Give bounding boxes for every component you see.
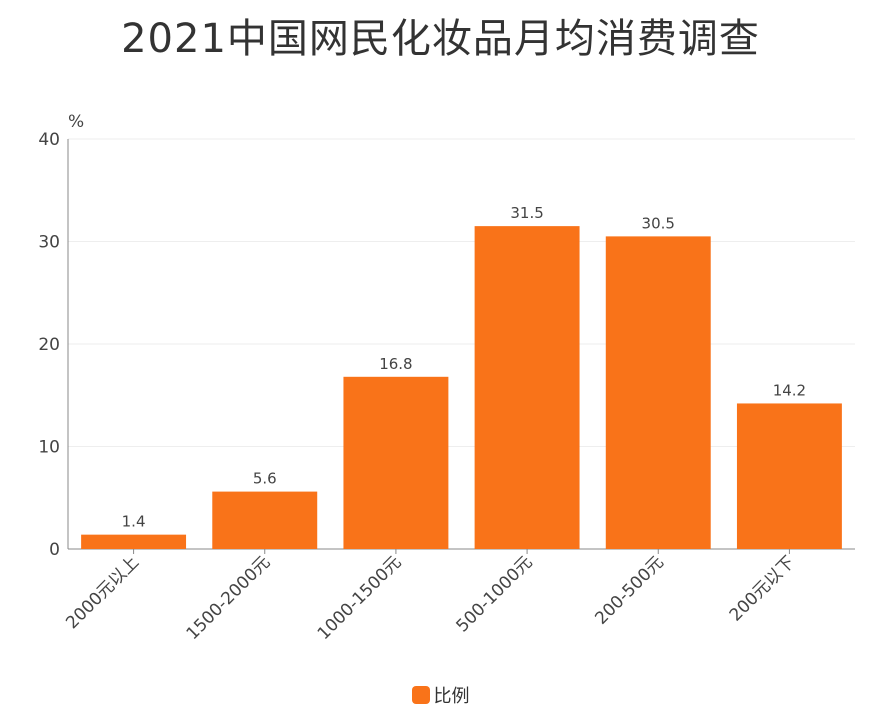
chart-title: 2021中国网民化妆品月均消费调查 <box>121 16 760 62</box>
data-label: 16.8 <box>379 355 412 373</box>
data-label: 14.2 <box>773 381 806 399</box>
grid-lines <box>68 138 855 447</box>
y-tick-label: 20 <box>38 335 60 355</box>
legend[interactable]: 比例 <box>0 682 881 708</box>
y-tick-label: 10 <box>38 438 60 458</box>
data-label: 1.4 <box>122 513 146 531</box>
x-tick-label: 200-500元 <box>591 552 667 628</box>
data-label: 5.6 <box>253 470 277 488</box>
legend-swatch[interactable] <box>411 686 430 704</box>
bar[interactable] <box>605 236 711 549</box>
y-tick-label: 40 <box>38 130 60 150</box>
bars <box>81 226 842 549</box>
bar[interactable] <box>474 226 580 549</box>
x-tick-label: 200元以下 <box>726 552 799 625</box>
bar[interactable] <box>212 491 318 549</box>
x-tick-label: 1000-1500元 <box>314 552 406 644</box>
y-tick-label: 0 <box>49 540 60 560</box>
legend-label[interactable]: 比例 <box>433 686 470 707</box>
x-tick-label: 2000元以上 <box>62 552 143 633</box>
x-tick-label: 500-1000元 <box>453 552 537 636</box>
bar[interactable] <box>736 403 842 549</box>
y-axis-unit: % <box>68 112 84 132</box>
data-label: 31.5 <box>510 204 543 222</box>
bar[interactable] <box>343 376 449 549</box>
bar[interactable] <box>81 534 187 549</box>
data-label: 30.5 <box>642 214 675 232</box>
y-tick-label: 30 <box>38 233 60 253</box>
axes <box>67 139 855 554</box>
x-tick-label: 1500-2000元 <box>183 552 275 644</box>
